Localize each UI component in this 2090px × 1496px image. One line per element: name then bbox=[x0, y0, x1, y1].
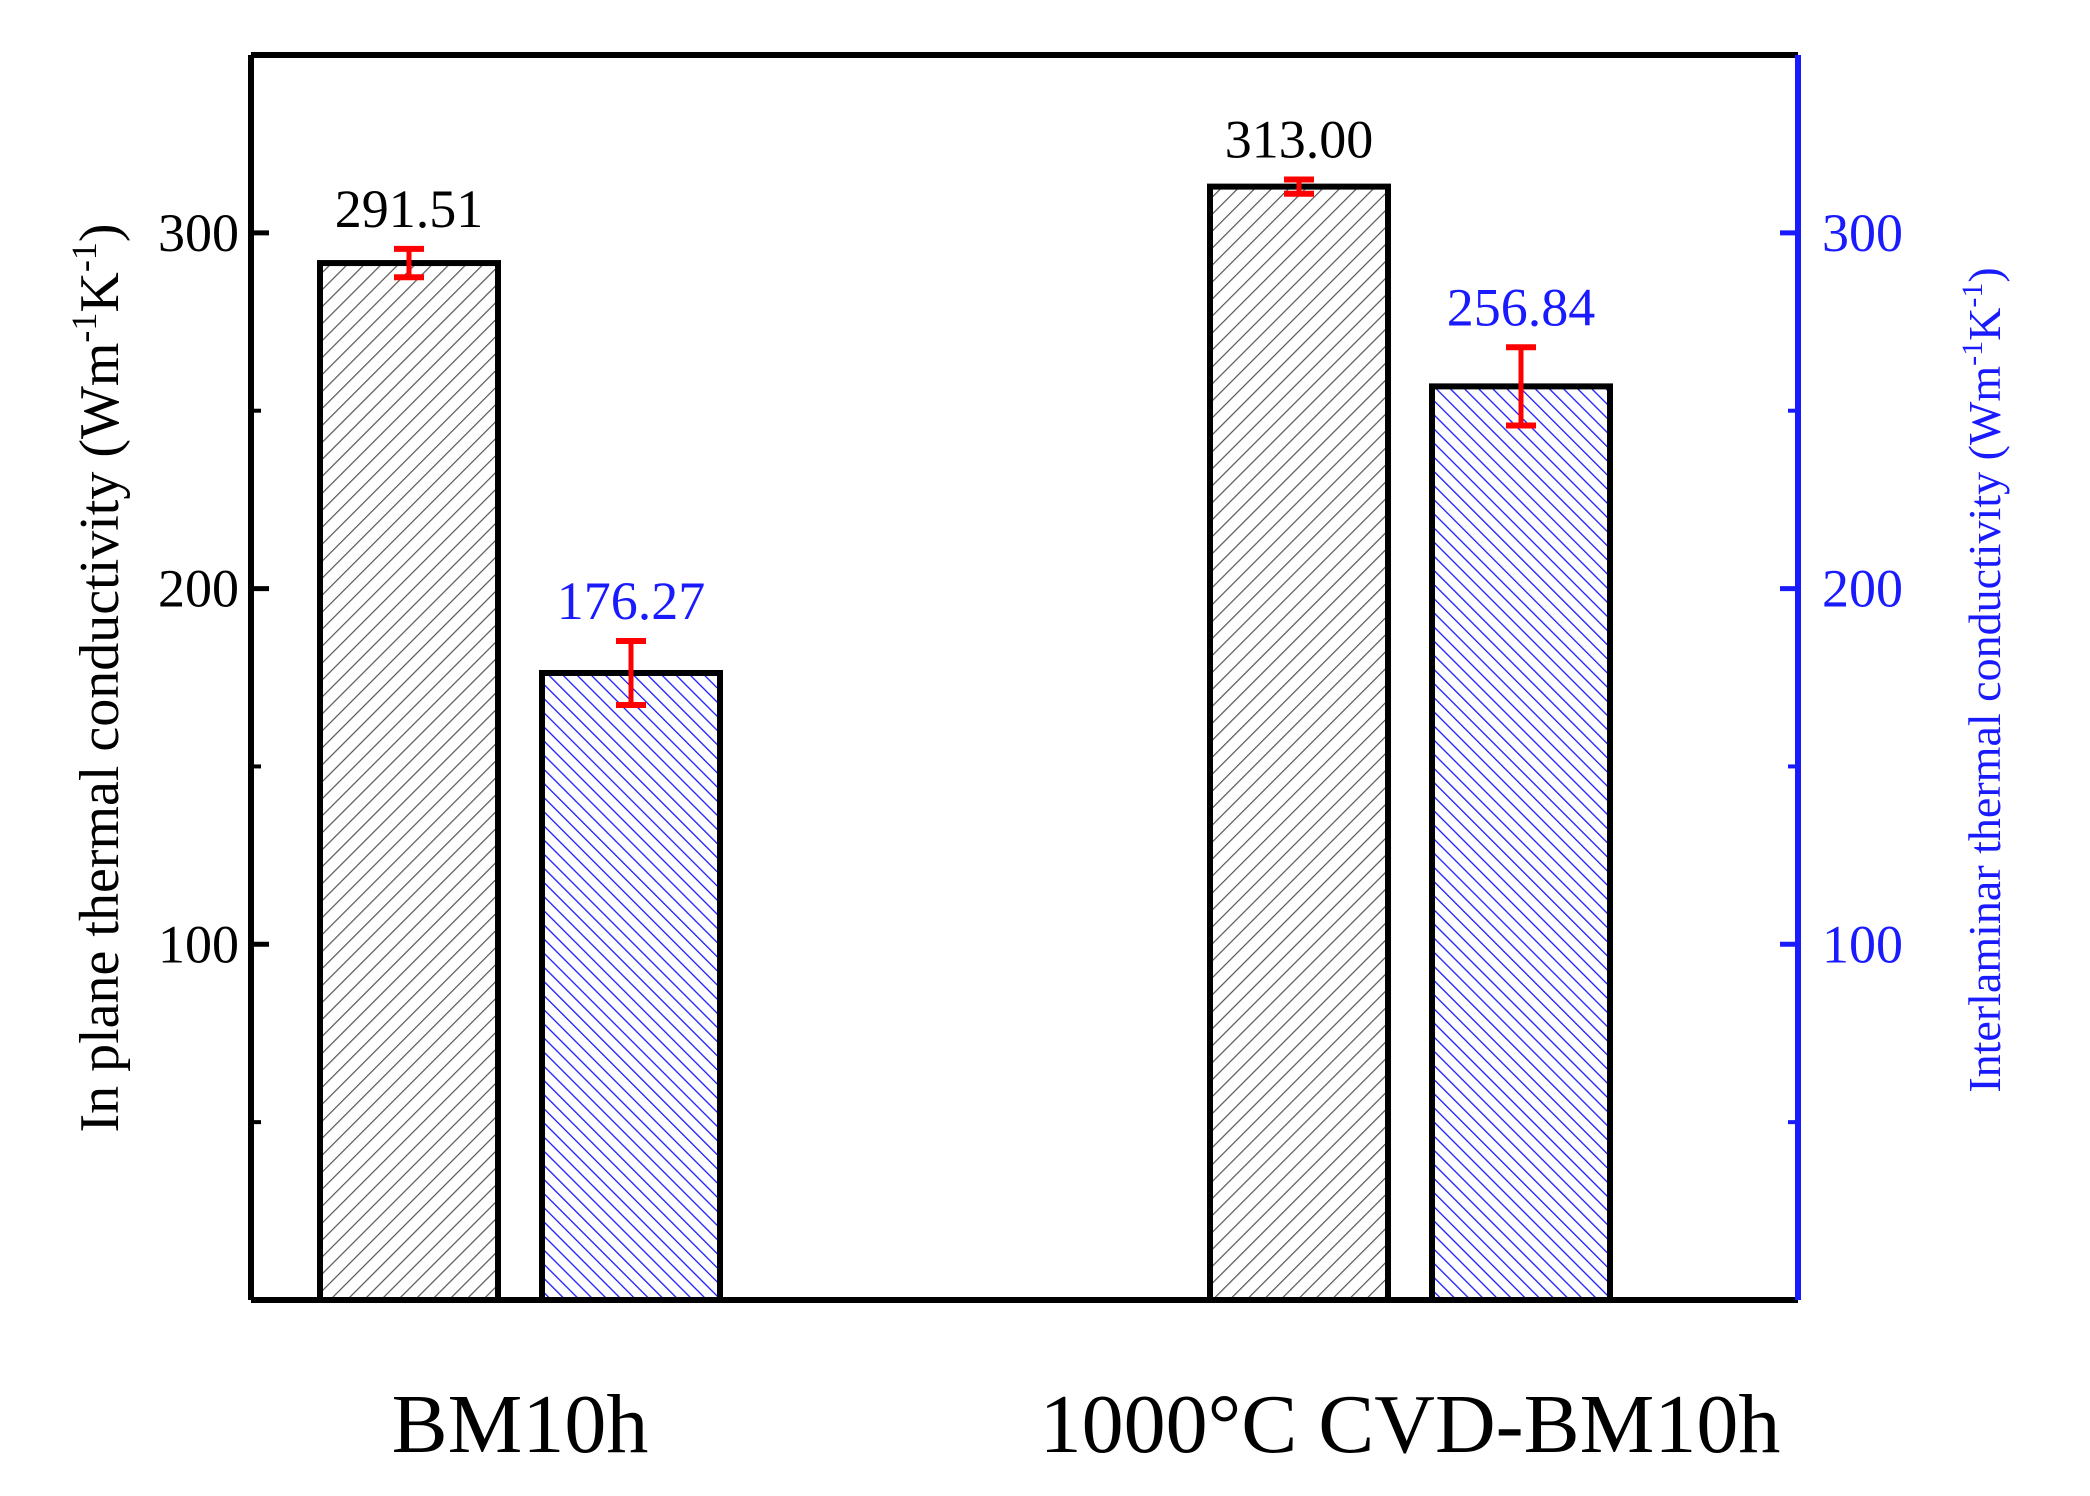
value-label-interlaminar-0: 176.27 bbox=[557, 571, 706, 631]
error-bar-in-plane-1 bbox=[1284, 176, 1314, 197]
bar-in-plane-1 bbox=[1207, 183, 1391, 1304]
value-label-interlaminar-1: 256.84 bbox=[1447, 277, 1596, 337]
left-tick-label: 300 bbox=[158, 203, 239, 263]
bar-in-plane-0 bbox=[317, 260, 501, 1304]
category-label-1: 1000°C CVD-BM10h bbox=[1040, 1378, 1781, 1471]
right-axis-title: Interlaminar thermal conductivity (Wm-1K… bbox=[1956, 267, 2010, 1092]
right-tick-label: 100 bbox=[1822, 914, 1903, 974]
plot-frame bbox=[248, 52, 1801, 1303]
category-label-0: BM10h bbox=[392, 1378, 649, 1471]
error-bar-interlaminar-1 bbox=[1506, 344, 1536, 429]
ticks-layer bbox=[251, 230, 1798, 1125]
left-tick-label: 100 bbox=[158, 914, 239, 974]
error-bar-in-plane-0 bbox=[394, 245, 424, 281]
right-tick-label: 200 bbox=[1822, 559, 1903, 619]
right-tick-label: 300 bbox=[1822, 203, 1903, 263]
value-label-in-plane-1: 313.00 bbox=[1225, 110, 1374, 170]
bars-layer bbox=[317, 183, 1613, 1304]
error-bars-layer bbox=[394, 176, 1536, 708]
bar-interlaminar-1 bbox=[1429, 383, 1613, 1303]
bar-interlaminar-0 bbox=[539, 669, 723, 1303]
left-axis-title: In plane thermal conductivity (Wm-1K-1) bbox=[64, 223, 131, 1132]
error-bar-interlaminar-0 bbox=[616, 637, 646, 708]
value-label-in-plane-0: 291.51 bbox=[335, 179, 484, 239]
left-tick-label: 200 bbox=[158, 559, 239, 619]
labels-layer: 291.51 313.00 176.27 256.84 100 200 300 100 200 3… bbox=[158, 110, 1903, 1472]
